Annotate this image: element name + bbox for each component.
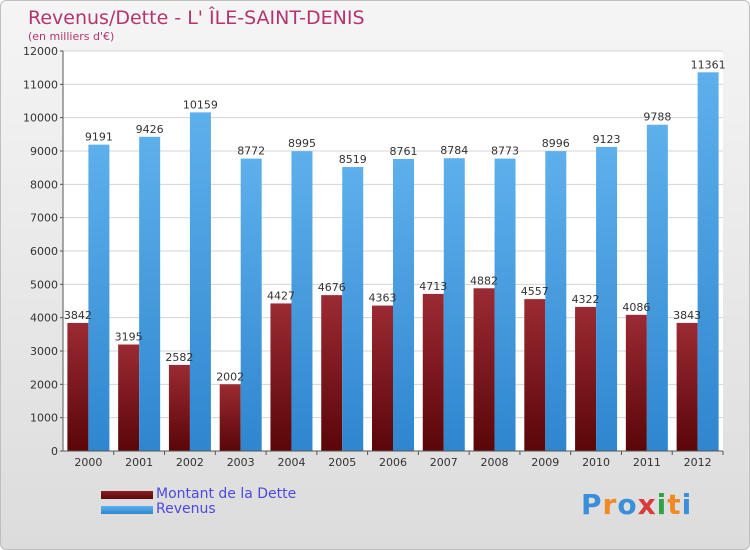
data-label-revenus: 8995 — [288, 137, 316, 150]
bar-revenus — [291, 151, 313, 451]
logo-letter: t — [667, 488, 682, 521]
y-tick-label: 2000 — [30, 378, 58, 391]
data-label-revenus: 9123 — [593, 133, 621, 146]
data-label-revenus: 8519 — [339, 153, 367, 166]
data-label-dette: 4086 — [622, 301, 650, 314]
data-label-dette: 4882 — [470, 274, 498, 287]
bar-dette — [473, 288, 495, 451]
y-tick-label: 6000 — [30, 245, 58, 258]
bar-dette — [118, 344, 140, 451]
data-label-dette: 4427 — [267, 289, 295, 302]
data-label-dette: 2582 — [165, 351, 193, 364]
data-label-dette: 4557 — [521, 285, 549, 298]
bar-revenus — [646, 124, 668, 451]
bar-revenus — [88, 144, 110, 451]
bar-dette — [524, 299, 546, 451]
logo-letter: P — [581, 488, 603, 521]
y-tick-label: 4000 — [30, 312, 58, 325]
bar-dette — [422, 293, 444, 451]
bar-dette — [372, 305, 393, 451]
x-tick-label: 2009 — [531, 456, 559, 469]
y-tick-label: 0 — [51, 445, 58, 458]
x-tick-label: 2005 — [328, 456, 356, 469]
data-label-revenus: 8996 — [542, 137, 570, 150]
x-tick-label: 2002 — [176, 456, 204, 469]
bar-revenus — [443, 158, 465, 451]
x-tick-label: 2000 — [74, 456, 102, 469]
y-tick-label: 11000 — [23, 78, 58, 91]
x-tick-label: 2004 — [277, 456, 305, 469]
y-tick-label: 3000 — [30, 345, 58, 358]
x-tick-label: 2007 — [430, 456, 458, 469]
y-tick-label: 5000 — [30, 278, 58, 291]
bar-revenus — [240, 158, 262, 451]
data-label-dette: 3842 — [64, 309, 92, 322]
y-tick-label: 1000 — [30, 412, 58, 425]
bar-dette — [625, 314, 647, 451]
x-tick-label: 2011 — [633, 456, 661, 469]
x-tick-label: 2008 — [481, 456, 509, 469]
data-label-revenus: 8773 — [491, 145, 519, 158]
data-label-revenus: 11361 — [691, 58, 726, 71]
bar-dette — [219, 384, 241, 451]
y-tick-label: 12000 — [23, 45, 58, 58]
data-label-revenus: 9426 — [136, 123, 164, 136]
bar-revenus — [342, 167, 364, 452]
legend-label-dette: Montant de la Dette — [156, 486, 297, 502]
chart-title: Revenus/Dette - L' ÎLE-SAINT-DENIS — [28, 7, 365, 29]
y-tick-label: 10000 — [23, 112, 58, 125]
bar-dette — [676, 322, 698, 451]
bar-revenus — [139, 136, 161, 452]
data-label-revenus: 10159 — [183, 98, 218, 111]
chart-subtitle: (en milliers d'€) — [28, 30, 115, 43]
x-tick-label: 2010 — [582, 456, 610, 469]
legend-swatch-revenus — [101, 506, 153, 514]
bar-revenus — [393, 158, 414, 451]
bar-dette — [270, 303, 292, 451]
data-label-dette: 2002 — [216, 370, 244, 383]
x-tick-label: 2003 — [227, 456, 255, 469]
bar-dette — [67, 322, 89, 451]
y-tick-label: 7000 — [30, 212, 58, 225]
data-label-revenus: 9788 — [643, 111, 671, 124]
bar-revenus — [596, 146, 618, 451]
x-tick-label: 2006 — [379, 456, 407, 469]
data-label-dette: 3195 — [115, 331, 143, 344]
logo-letter: x — [637, 488, 657, 521]
bar-revenus — [545, 151, 567, 451]
y-tick-label: 9000 — [30, 145, 58, 158]
bar-revenus — [494, 158, 516, 452]
data-label-dette: 4713 — [419, 280, 447, 293]
bar-dette — [575, 306, 597, 451]
logo-letter: o — [617, 488, 638, 521]
data-label-revenus: 8761 — [390, 145, 418, 158]
data-label-dette: 4676 — [318, 281, 346, 294]
data-label-revenus: 8772 — [237, 145, 265, 158]
bar-dette — [168, 364, 190, 451]
logo-letter: i — [656, 488, 668, 521]
proxiti-logo: Proxiti — [581, 488, 692, 521]
legend-label-revenus: Revenus — [156, 501, 216, 517]
x-tick-label: 2012 — [684, 456, 712, 469]
legend-swatch-dette — [101, 491, 153, 499]
x-tick-label: 2001 — [125, 456, 153, 469]
y-tick-label: 8000 — [30, 178, 58, 191]
data-label-dette: 4322 — [572, 293, 600, 306]
data-label-dette: 3843 — [673, 309, 701, 322]
bar-revenus — [189, 112, 211, 451]
logo-letter: i — [681, 488, 693, 521]
bar-revenus — [697, 72, 719, 452]
data-label-dette: 4363 — [369, 292, 397, 305]
data-label-revenus: 9191 — [85, 131, 113, 144]
bar-dette — [321, 295, 343, 451]
logo-letter: r — [602, 488, 618, 521]
data-label-revenus: 8784 — [440, 144, 468, 157]
